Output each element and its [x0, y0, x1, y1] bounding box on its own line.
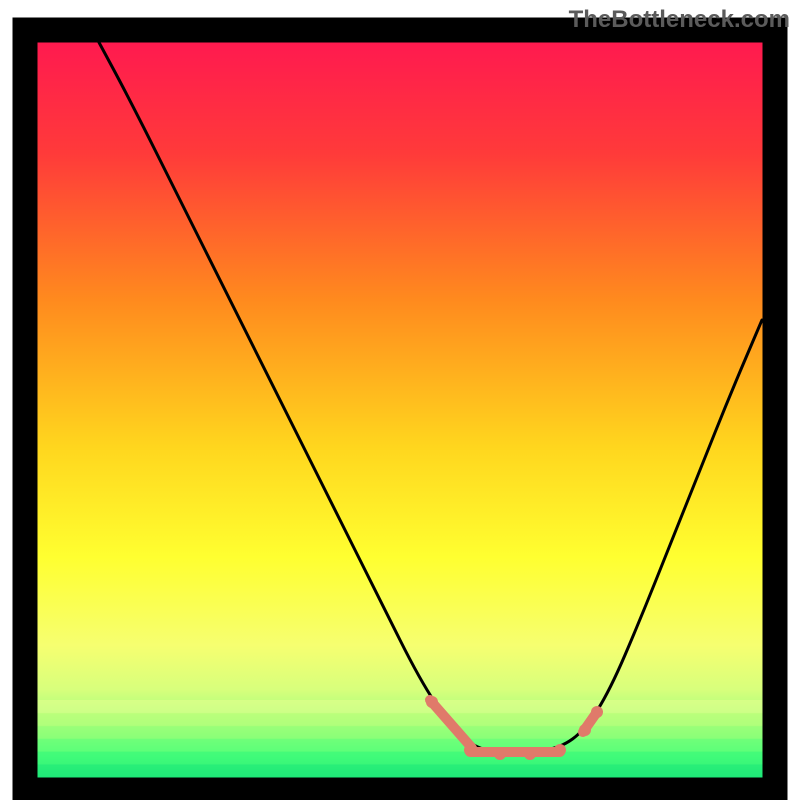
highlight-dot — [591, 706, 603, 718]
green-stripe — [38, 700, 763, 713]
gradient-background — [38, 43, 763, 778]
highlight-dot — [554, 744, 566, 756]
highlight-dot — [579, 724, 591, 736]
chart-canvas: TheBottleneck.com — [0, 0, 800, 800]
highlight-dot — [524, 748, 536, 760]
green-stripe — [38, 764, 763, 777]
green-stripe — [38, 751, 763, 764]
chart-svg — [0, 0, 800, 800]
highlight-dot — [426, 696, 438, 708]
green-stripe — [38, 713, 763, 726]
green-stripe — [38, 739, 763, 752]
watermark-text: TheBottleneck.com — [569, 6, 790, 34]
green-stripe — [38, 726, 763, 739]
highlight-dot — [464, 744, 476, 756]
highlight-dot — [494, 748, 506, 760]
